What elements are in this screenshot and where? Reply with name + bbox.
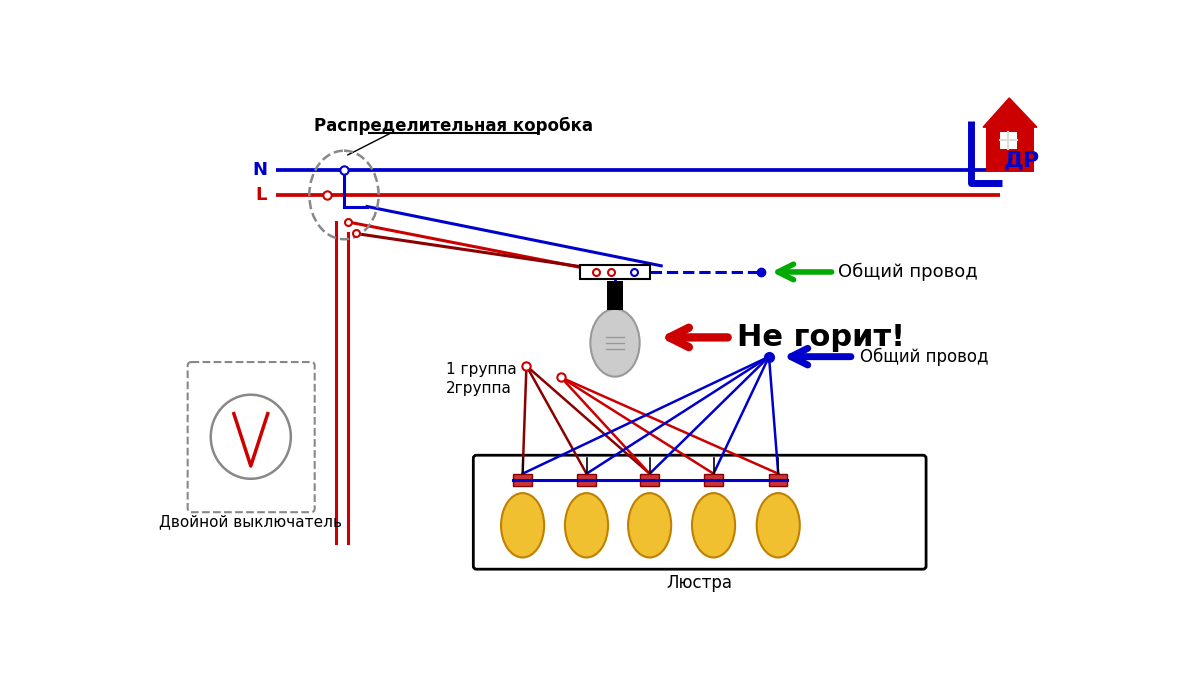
Bar bbox=[641, 474, 659, 486]
Bar bbox=[769, 474, 787, 486]
Text: ДР: ДР bbox=[1003, 151, 1039, 171]
Ellipse shape bbox=[565, 493, 608, 558]
Text: Не горит!: Не горит! bbox=[737, 323, 905, 352]
Bar bbox=[581, 265, 649, 279]
Bar bbox=[986, 127, 1034, 172]
Text: N: N bbox=[252, 161, 266, 179]
Text: Распределительная коробка: Распределительная коробка bbox=[314, 117, 593, 135]
Bar bbox=[704, 474, 722, 486]
Text: L: L bbox=[256, 186, 266, 204]
Polygon shape bbox=[983, 98, 1037, 127]
Ellipse shape bbox=[757, 493, 800, 558]
Text: Общий провод: Общий провод bbox=[839, 263, 978, 281]
Ellipse shape bbox=[502, 493, 544, 558]
Bar bbox=[514, 474, 532, 486]
Text: 2группа: 2группа bbox=[445, 381, 511, 396]
Text: Общий провод: Общий провод bbox=[860, 348, 989, 366]
Bar bbox=[607, 281, 623, 310]
Ellipse shape bbox=[628, 493, 671, 558]
Text: Двойной выключатель: Двойной выключатель bbox=[160, 515, 342, 530]
Text: 1 группа: 1 группа bbox=[445, 362, 516, 377]
Ellipse shape bbox=[590, 309, 640, 377]
Text: Люстра: Люстра bbox=[667, 574, 733, 592]
Ellipse shape bbox=[692, 493, 736, 558]
Bar bbox=[1000, 132, 1016, 148]
Bar bbox=[577, 474, 595, 486]
